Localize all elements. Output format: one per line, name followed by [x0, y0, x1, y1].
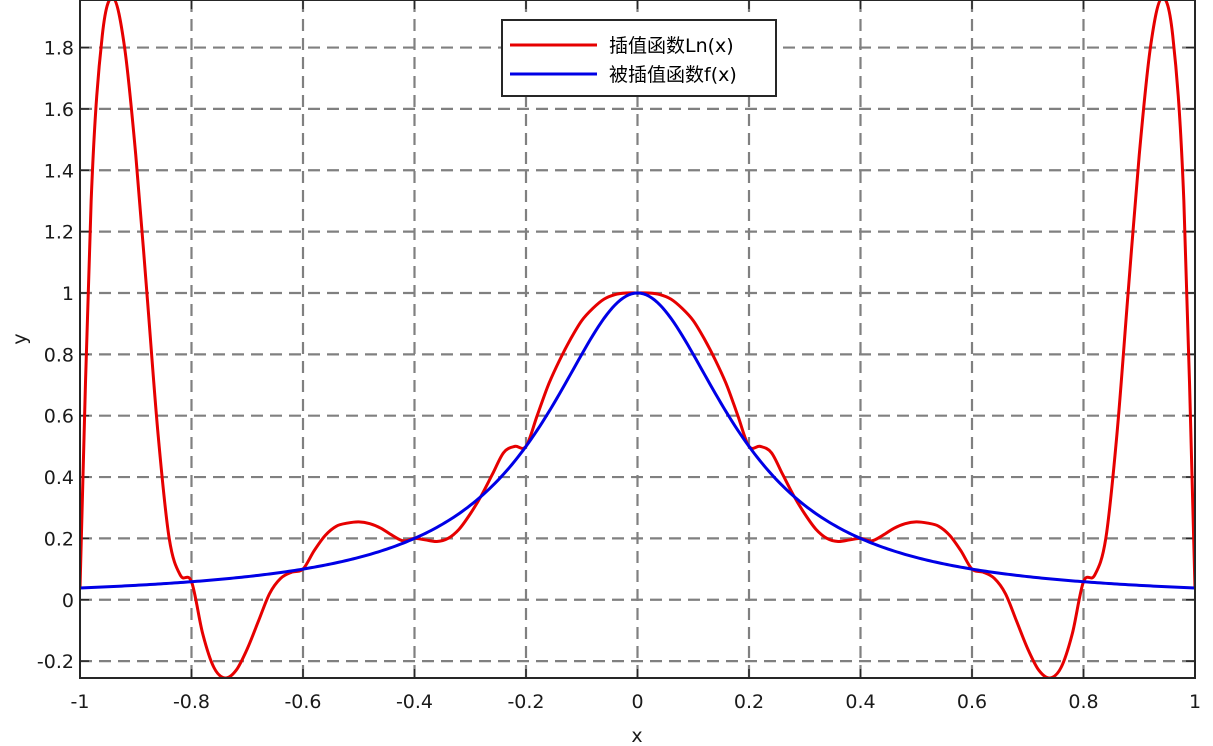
x-tick-labels: -1 -0.8 -0.6 -0.4 -0.2 0 0.2 0.4 0.6 0.8 1	[71, 691, 1202, 713]
x-axis-label: x	[631, 725, 642, 746]
plot-background	[80, 0, 1195, 678]
y-tick-label: 0.2	[44, 528, 74, 550]
legend-box	[501, 19, 777, 97]
x-tick-label: 0.2	[734, 691, 764, 713]
y-tick-label: 0.6	[44, 406, 74, 428]
y-tick-label: 1.6	[44, 99, 74, 121]
x-tick-label: -0.2	[507, 691, 544, 713]
x-tick-label: 0.8	[1068, 691, 1098, 713]
y-tick-label: 1	[62, 283, 74, 305]
y-tick-label: 0.4	[44, 467, 74, 489]
legend: 插值函数Ln(x) 被插值函数f(x)	[501, 19, 777, 97]
x-tick-label: -0.4	[396, 691, 433, 713]
y-tick-label: 1.4	[44, 160, 74, 182]
x-tick-label: 0.6	[957, 691, 987, 713]
x-tick-label: 1	[1189, 691, 1201, 713]
y-tick-label: 1.8	[44, 38, 74, 60]
legend-label-fx: 被插值函数f(x)	[609, 64, 737, 86]
ticks	[79, 0, 1196, 678]
plot-frame	[79, 0, 1196, 679]
y-tick-labels: -0.2 0 0.2 0.4 0.6 0.8 1 1.2 1.4 1.6 1.8	[37, 38, 74, 674]
x-tick-label: 0.4	[845, 691, 875, 713]
y-tick-label: -0.2	[37, 651, 74, 673]
y-tick-label: 0	[62, 590, 74, 612]
y-tick-label: 1.2	[44, 222, 74, 244]
legend-label-ln: 插值函数Ln(x)	[609, 35, 734, 57]
x-tick-label: -1	[71, 691, 90, 713]
series-layer	[80, 0, 1195, 678]
y-axis-label: y	[9, 333, 31, 344]
x-tick-label: 0	[631, 691, 643, 713]
series-line-fx	[80, 291, 1195, 590]
x-tick-label: -0.6	[284, 691, 321, 713]
x-tick-label: -0.8	[173, 691, 210, 713]
y-tick-label: 0.8	[44, 344, 74, 366]
